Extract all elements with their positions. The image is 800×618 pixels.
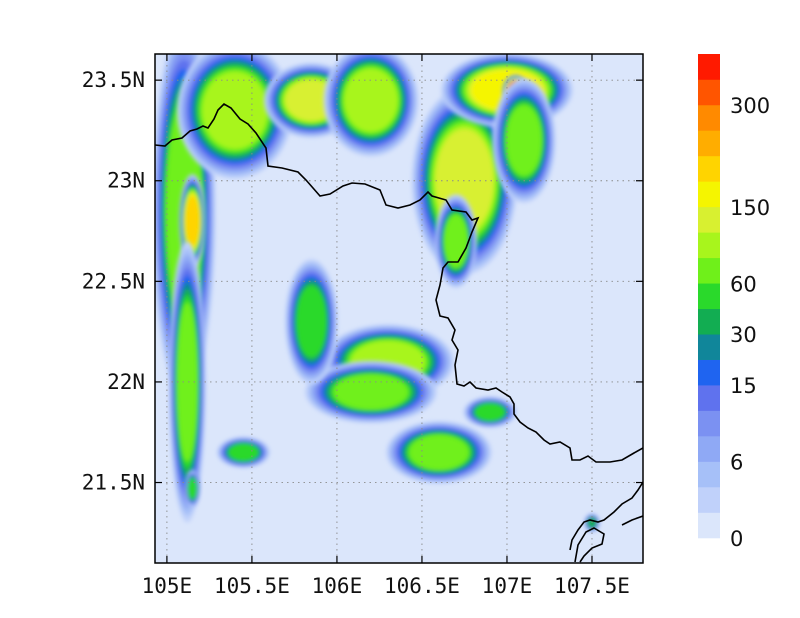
colorbar-swatch <box>698 232 720 259</box>
island-coast <box>621 515 643 526</box>
precip-cell <box>305 360 437 424</box>
colorbar-swatch <box>698 257 720 284</box>
colorbar-label: 60 <box>730 272 757 296</box>
x-tick-label: 106.5E <box>384 574 460 598</box>
colorbar: 0 6 15 30 60 150 300 <box>698 54 770 551</box>
precip-contour <box>444 214 468 268</box>
x-tick-label: 106E <box>312 574 363 598</box>
x-tick-label: 107.5E <box>554 574 630 598</box>
colorbar-label: 6 <box>730 451 743 475</box>
island-coast <box>574 527 605 563</box>
y-tick-label: 23.5N <box>82 68 145 92</box>
y-axis: 23.5N 23N 22.5N 22N 21.5N <box>82 68 643 495</box>
y-tick-label: 21.5N <box>82 471 145 495</box>
x-axis: 105E 105.5E 106E 106.5E 107E 107.5E <box>142 54 630 598</box>
colorbar-swatch <box>698 283 720 310</box>
colorbar-swatch <box>698 461 720 488</box>
precip-cell <box>285 259 338 384</box>
y-tick-label: 22.5N <box>82 269 145 293</box>
precip-cell <box>176 54 293 179</box>
precip-contour <box>333 374 409 410</box>
colorbar-swatch <box>698 308 720 335</box>
colorbar-swatch <box>698 54 720 80</box>
border-line <box>155 103 643 463</box>
x-tick-label: 105.5E <box>214 574 290 598</box>
colorbar-swatch <box>698 130 720 157</box>
colorbar-swatch <box>698 512 720 539</box>
colorbar-label: 15 <box>730 374 757 398</box>
precip-contour <box>185 195 200 247</box>
precip-cell <box>323 54 419 157</box>
precip-contour <box>506 105 542 176</box>
y-tick-label: 23N <box>107 169 145 193</box>
precip-contour <box>176 302 198 462</box>
island-coast <box>569 481 643 551</box>
colorbar-label: 30 <box>730 323 757 347</box>
precip-contour <box>187 477 197 500</box>
precip-contour <box>228 443 259 462</box>
precip-cell <box>168 241 206 523</box>
precip-cell <box>184 469 201 508</box>
x-tick-label: 107E <box>482 574 533 598</box>
colorbar-label: 0 <box>730 527 743 551</box>
precip-contour <box>296 285 327 358</box>
colorbar-swatch <box>698 79 720 106</box>
colorbar-swatch <box>698 181 720 208</box>
precip-contour <box>344 68 398 132</box>
colorbar-swatch <box>698 487 720 513</box>
precip-cell <box>217 436 270 468</box>
colorbar-swatch <box>698 410 720 437</box>
precip-contour <box>409 434 469 471</box>
colorbar-swatch <box>698 206 720 233</box>
colorbar-swatch <box>698 334 720 360</box>
precip-cell <box>434 194 478 288</box>
precip-cell <box>386 421 492 484</box>
colorbar-swatch <box>698 385 720 411</box>
precip-contour <box>202 71 268 149</box>
plot-frame <box>154 53 644 564</box>
colorbar-label: 150 <box>730 196 770 220</box>
x-tick-label: 105E <box>142 574 193 598</box>
colorbar-swatch <box>698 155 720 182</box>
grid-lines <box>155 54 643 563</box>
precip-cell <box>463 396 517 428</box>
precip-cell <box>179 174 206 268</box>
coastline <box>155 103 643 563</box>
y-tick-label: 22N <box>107 370 145 394</box>
colorbar-swatch <box>698 359 720 386</box>
colorbar-swatch <box>698 436 720 462</box>
precip-contour <box>474 403 506 422</box>
precip-cell <box>492 78 556 203</box>
colorbar-swatch <box>698 104 720 131</box>
colorbar-label: 300 <box>730 94 770 118</box>
